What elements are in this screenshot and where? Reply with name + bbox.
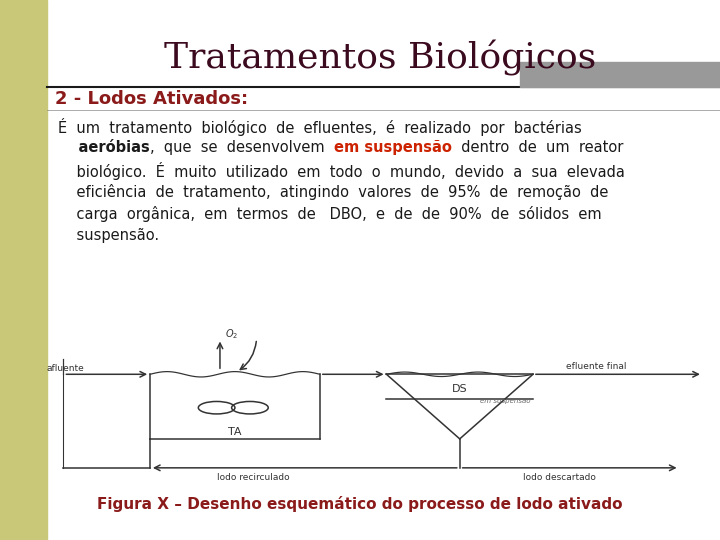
Text: TA: TA (228, 427, 241, 437)
Text: em suspensão: em suspensão (333, 140, 451, 155)
Text: Figura X – Desenho esquemático do processo de lodo ativado: Figura X – Desenho esquemático do proces… (97, 496, 623, 512)
Text: carga  orgânica,  em  termos  de   DBO,  e  de  de  90%  de  sólidos  em: carga orgânica, em termos de DBO, e de d… (58, 206, 602, 222)
Text: aeróbias: aeróbias (58, 140, 150, 155)
Text: lodo descartado: lodo descartado (523, 473, 596, 482)
Text: lodo recirculado: lodo recirculado (217, 473, 289, 482)
Text: biológico.  É  muito  utilizado  em  todo  o  mundo,  devido  a  sua  elevada: biológico. É muito utilizado em todo o m… (58, 162, 625, 180)
Text: suspensão.: suspensão. (58, 228, 159, 243)
Text: $O_2$: $O_2$ (225, 327, 238, 341)
Text: efluente final: efluente final (566, 362, 627, 371)
Bar (520, 62, 720, 87)
Text: em suspensão: em suspensão (480, 398, 530, 404)
Text: dentro  de  um  reator: dentro de um reator (451, 140, 623, 155)
Text: É  um  tratamento  biológico  de  efluentes,  é  realizado  por  bactérias: É um tratamento biológico de efluentes, … (58, 118, 582, 136)
Text: ,  que  se  desenvolvem: , que se desenvolvem (150, 140, 333, 155)
Text: DS: DS (452, 384, 467, 394)
Text: afluente: afluente (47, 364, 84, 373)
Bar (0, 0, 47, 540)
Text: Tratamentos Biológicos: Tratamentos Biológicos (164, 40, 596, 76)
Text: 2 - Lodos Ativados:: 2 - Lodos Ativados: (55, 90, 248, 108)
Text: eficiência  de  tratamento,  atingindo  valores  de  95%  de  remoção  de: eficiência de tratamento, atingindo valo… (58, 184, 608, 200)
